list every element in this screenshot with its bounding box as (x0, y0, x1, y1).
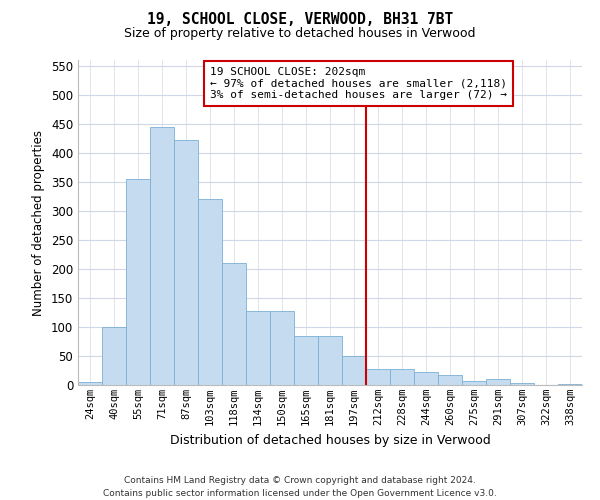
Text: 19, SCHOOL CLOSE, VERWOOD, BH31 7BT: 19, SCHOOL CLOSE, VERWOOD, BH31 7BT (147, 12, 453, 28)
Bar (294, 336, 318, 385)
Bar (198, 200, 222, 385)
Bar (462, 381, 486, 385)
Bar (414, 372, 438, 385)
Bar (558, 384, 582, 385)
X-axis label: Distribution of detached houses by size in Verwood: Distribution of detached houses by size … (170, 434, 490, 446)
Bar (342, 356, 366, 385)
Bar (318, 336, 342, 385)
Bar (510, 382, 534, 385)
Bar (222, 263, 246, 385)
Text: 19 SCHOOL CLOSE: 202sqm
← 97% of detached houses are smaller (2,118)
3% of semi-: 19 SCHOOL CLOSE: 202sqm ← 97% of detache… (210, 67, 507, 100)
Bar (246, 310, 270, 385)
Y-axis label: Number of detached properties: Number of detached properties (32, 130, 46, 316)
Bar (150, 126, 174, 385)
Bar (78, 382, 102, 385)
Bar (390, 369, 414, 385)
Bar (102, 327, 126, 385)
Bar (438, 375, 462, 385)
Text: Size of property relative to detached houses in Verwood: Size of property relative to detached ho… (124, 28, 476, 40)
Bar (486, 379, 510, 385)
Bar (366, 369, 390, 385)
Bar (270, 310, 294, 385)
Bar (126, 179, 150, 385)
Bar (174, 140, 198, 385)
Text: Contains HM Land Registry data © Crown copyright and database right 2024.
Contai: Contains HM Land Registry data © Crown c… (103, 476, 497, 498)
